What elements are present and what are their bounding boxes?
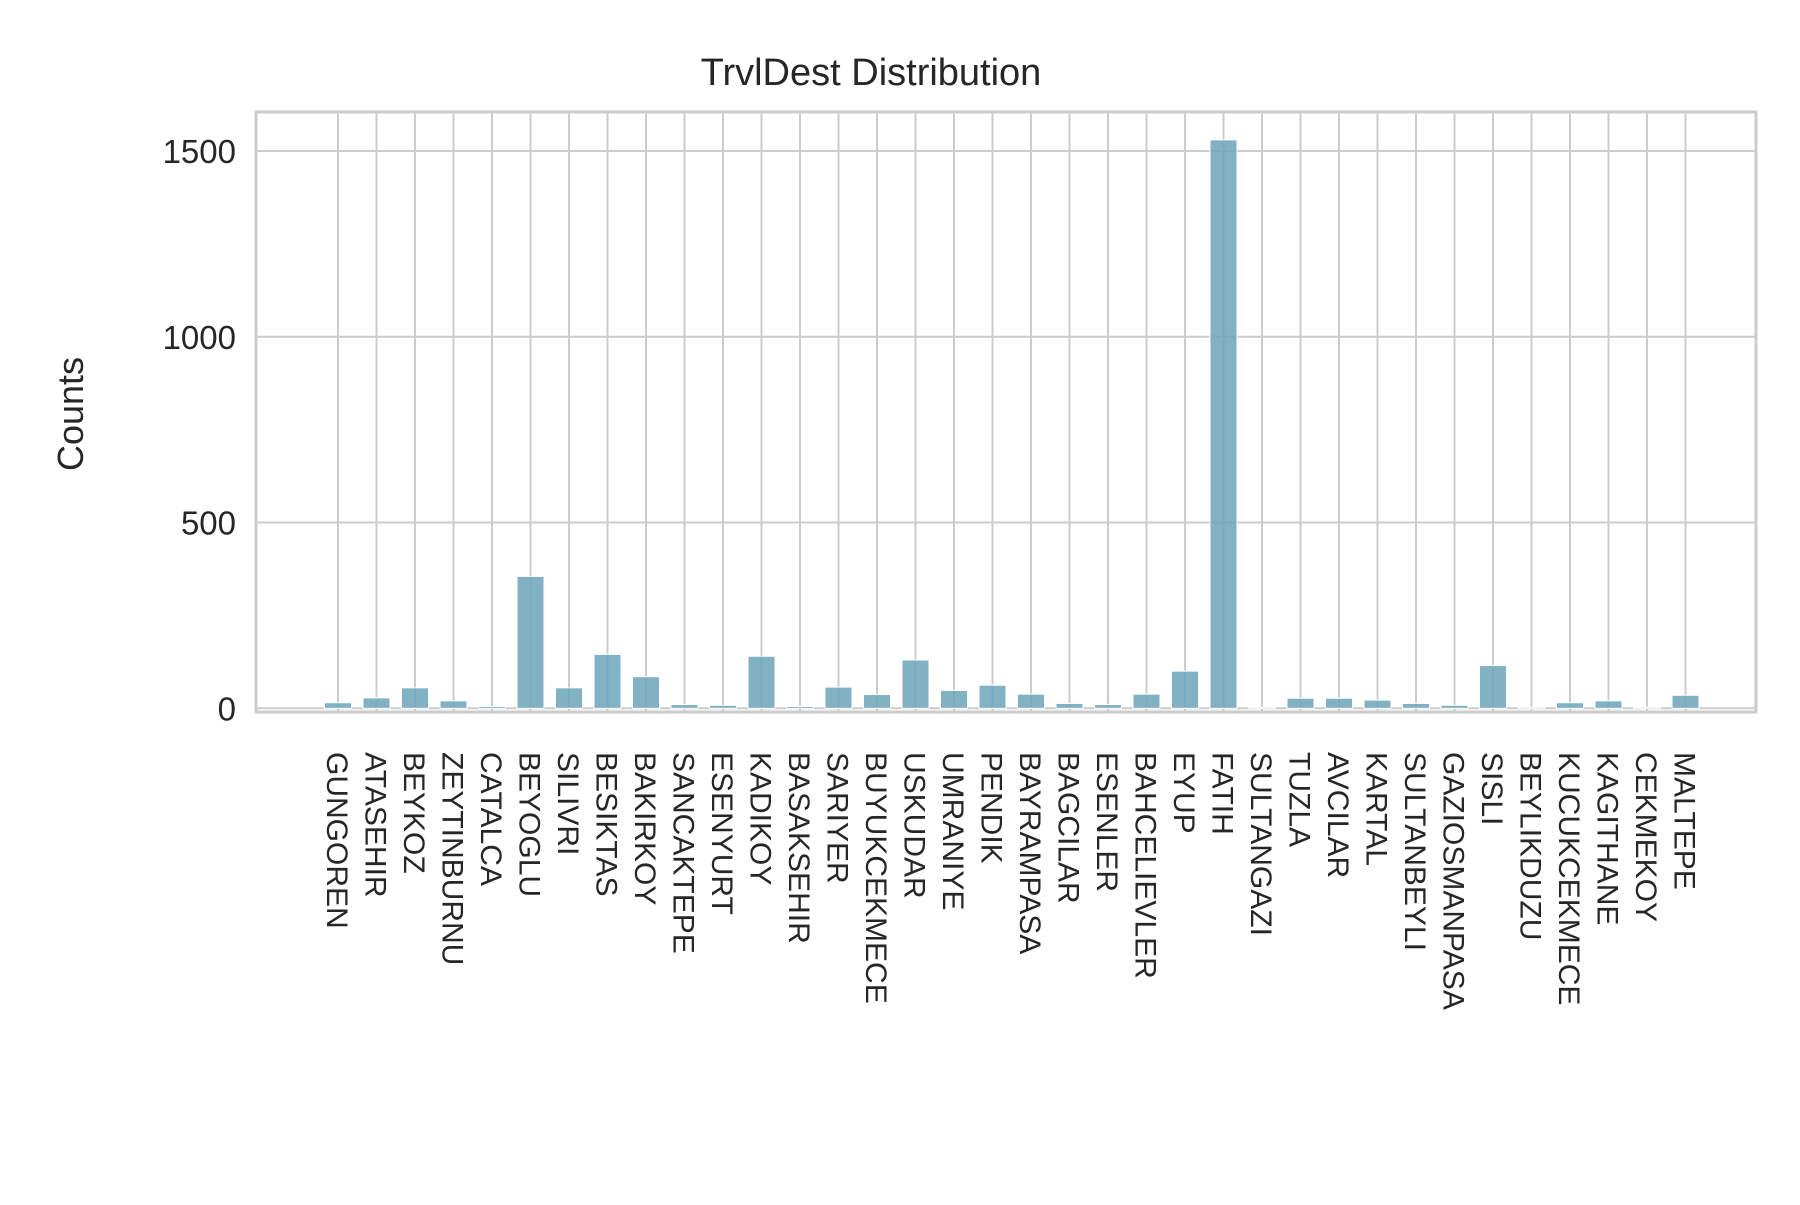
- bar: [1132, 693, 1161, 709]
- bar: [1671, 694, 1700, 709]
- bar: [362, 697, 391, 709]
- grid-lines: [256, 112, 1756, 712]
- bar: [324, 702, 352, 709]
- x-tick-label: KAGITHANE: [1591, 752, 1624, 925]
- x-tick-label: USKUDAR: [898, 752, 931, 899]
- x-tick-labels: GUNGOREN ATASEHIR BEYKOZ ZEYTINBURNU CATALCA…: [320, 752, 1701, 1010]
- bar: [1363, 699, 1392, 709]
- x-tick-label: CEKMEKOY: [1629, 752, 1662, 922]
- bar: [401, 687, 429, 709]
- plot-frame: [254, 110, 1758, 714]
- x-tick-label: BESIKTAS: [590, 752, 623, 897]
- x-tick-label: BAKIRKOY: [628, 752, 661, 905]
- x-tick-label: PENDIK: [975, 752, 1008, 864]
- bar: [901, 659, 930, 709]
- bar: [1094, 704, 1122, 709]
- y-tick-labels: 0 500 1000 1500: [163, 133, 236, 727]
- x-tick-label: SARIYER: [821, 752, 854, 884]
- y-tick-label: 0: [218, 690, 236, 727]
- bar: [786, 705, 814, 709]
- x-tick-label: AVCILAR: [1321, 752, 1354, 878]
- x-tick-label: ZEYTINBURNU: [436, 752, 469, 965]
- x-tick-label: EYUP: [1167, 752, 1200, 834]
- x-tick-label: UMRANIYE: [936, 752, 969, 910]
- x-tick-label: FATIH: [1206, 752, 1239, 835]
- bar: [1286, 697, 1315, 709]
- bar: [593, 653, 622, 709]
- bar: [670, 704, 699, 709]
- bar: [1594, 700, 1623, 709]
- x-tick-label: SISLI: [1475, 752, 1508, 825]
- bars: [324, 139, 1700, 709]
- bar: [1517, 706, 1546, 709]
- x-tick-label: KARTAL: [1360, 752, 1393, 866]
- bar: [1633, 706, 1661, 709]
- bar: [1248, 706, 1276, 709]
- x-tick-label: MALTEPE: [1668, 752, 1701, 890]
- bar: [1017, 693, 1045, 709]
- bar: [1055, 702, 1084, 709]
- bar: [1209, 139, 1238, 709]
- x-tick-label: BEYKOZ: [397, 752, 430, 874]
- x-tick-label: BASAKSEHIR: [782, 752, 815, 944]
- bar: [516, 575, 545, 709]
- bar: [747, 655, 776, 709]
- bar: [1479, 665, 1507, 709]
- x-tick-label: CATALCA: [474, 752, 507, 886]
- bar: [1556, 702, 1584, 709]
- x-tick-label: ESENYURT: [705, 752, 738, 915]
- y-tick-label: 500: [181, 505, 236, 542]
- bar: [863, 694, 891, 709]
- bar: [478, 705, 506, 709]
- bar: [940, 689, 968, 709]
- bar: [439, 700, 468, 709]
- x-tick-label: BUYUKCEKMECE: [859, 752, 892, 1004]
- x-tick-label: SULTANGAZI: [1244, 752, 1277, 936]
- x-tick-label: ESENLER: [1090, 752, 1123, 892]
- x-tick-label: SILIVRI: [551, 752, 584, 855]
- chart-title: TrvlDest Distribution: [701, 52, 1042, 94]
- y-tick-label: 1500: [163, 133, 236, 170]
- x-tick-label: KUCUKCEKMECE: [1552, 752, 1585, 1005]
- bar: [709, 704, 737, 709]
- x-tick-label: GAZIOSMANPASA: [1437, 752, 1470, 1010]
- x-tick-label: BEYOGLU: [513, 752, 546, 897]
- x-tick-label: KADIKOY: [744, 752, 777, 885]
- bar: [824, 686, 853, 709]
- bar: [555, 687, 583, 709]
- x-tick-label: BAYRAMPASA: [1013, 752, 1046, 954]
- y-axis-title: Counts: [50, 357, 91, 471]
- bar: [632, 676, 660, 709]
- x-tick-label: GUNGOREN: [320, 752, 353, 929]
- x-tick-label: BAGCILAR: [1052, 752, 1085, 904]
- x-tick-label: TUZLA: [1283, 752, 1316, 847]
- x-tick-label: SULTANBEYLI: [1398, 752, 1431, 951]
- x-tick-label: SANCAKTEPE: [667, 752, 700, 954]
- bar: [978, 684, 1007, 709]
- bar: [1440, 704, 1469, 709]
- y-tick-label: 1000: [163, 319, 236, 356]
- bar: [1171, 670, 1199, 709]
- x-tick-label: BEYLIKDUZU: [1514, 752, 1547, 940]
- x-tick-label: ATASEHIR: [359, 752, 392, 898]
- bar: [1325, 697, 1353, 709]
- bar: [1402, 702, 1430, 709]
- x-tick-label: BAHCELIEVLER: [1129, 752, 1162, 979]
